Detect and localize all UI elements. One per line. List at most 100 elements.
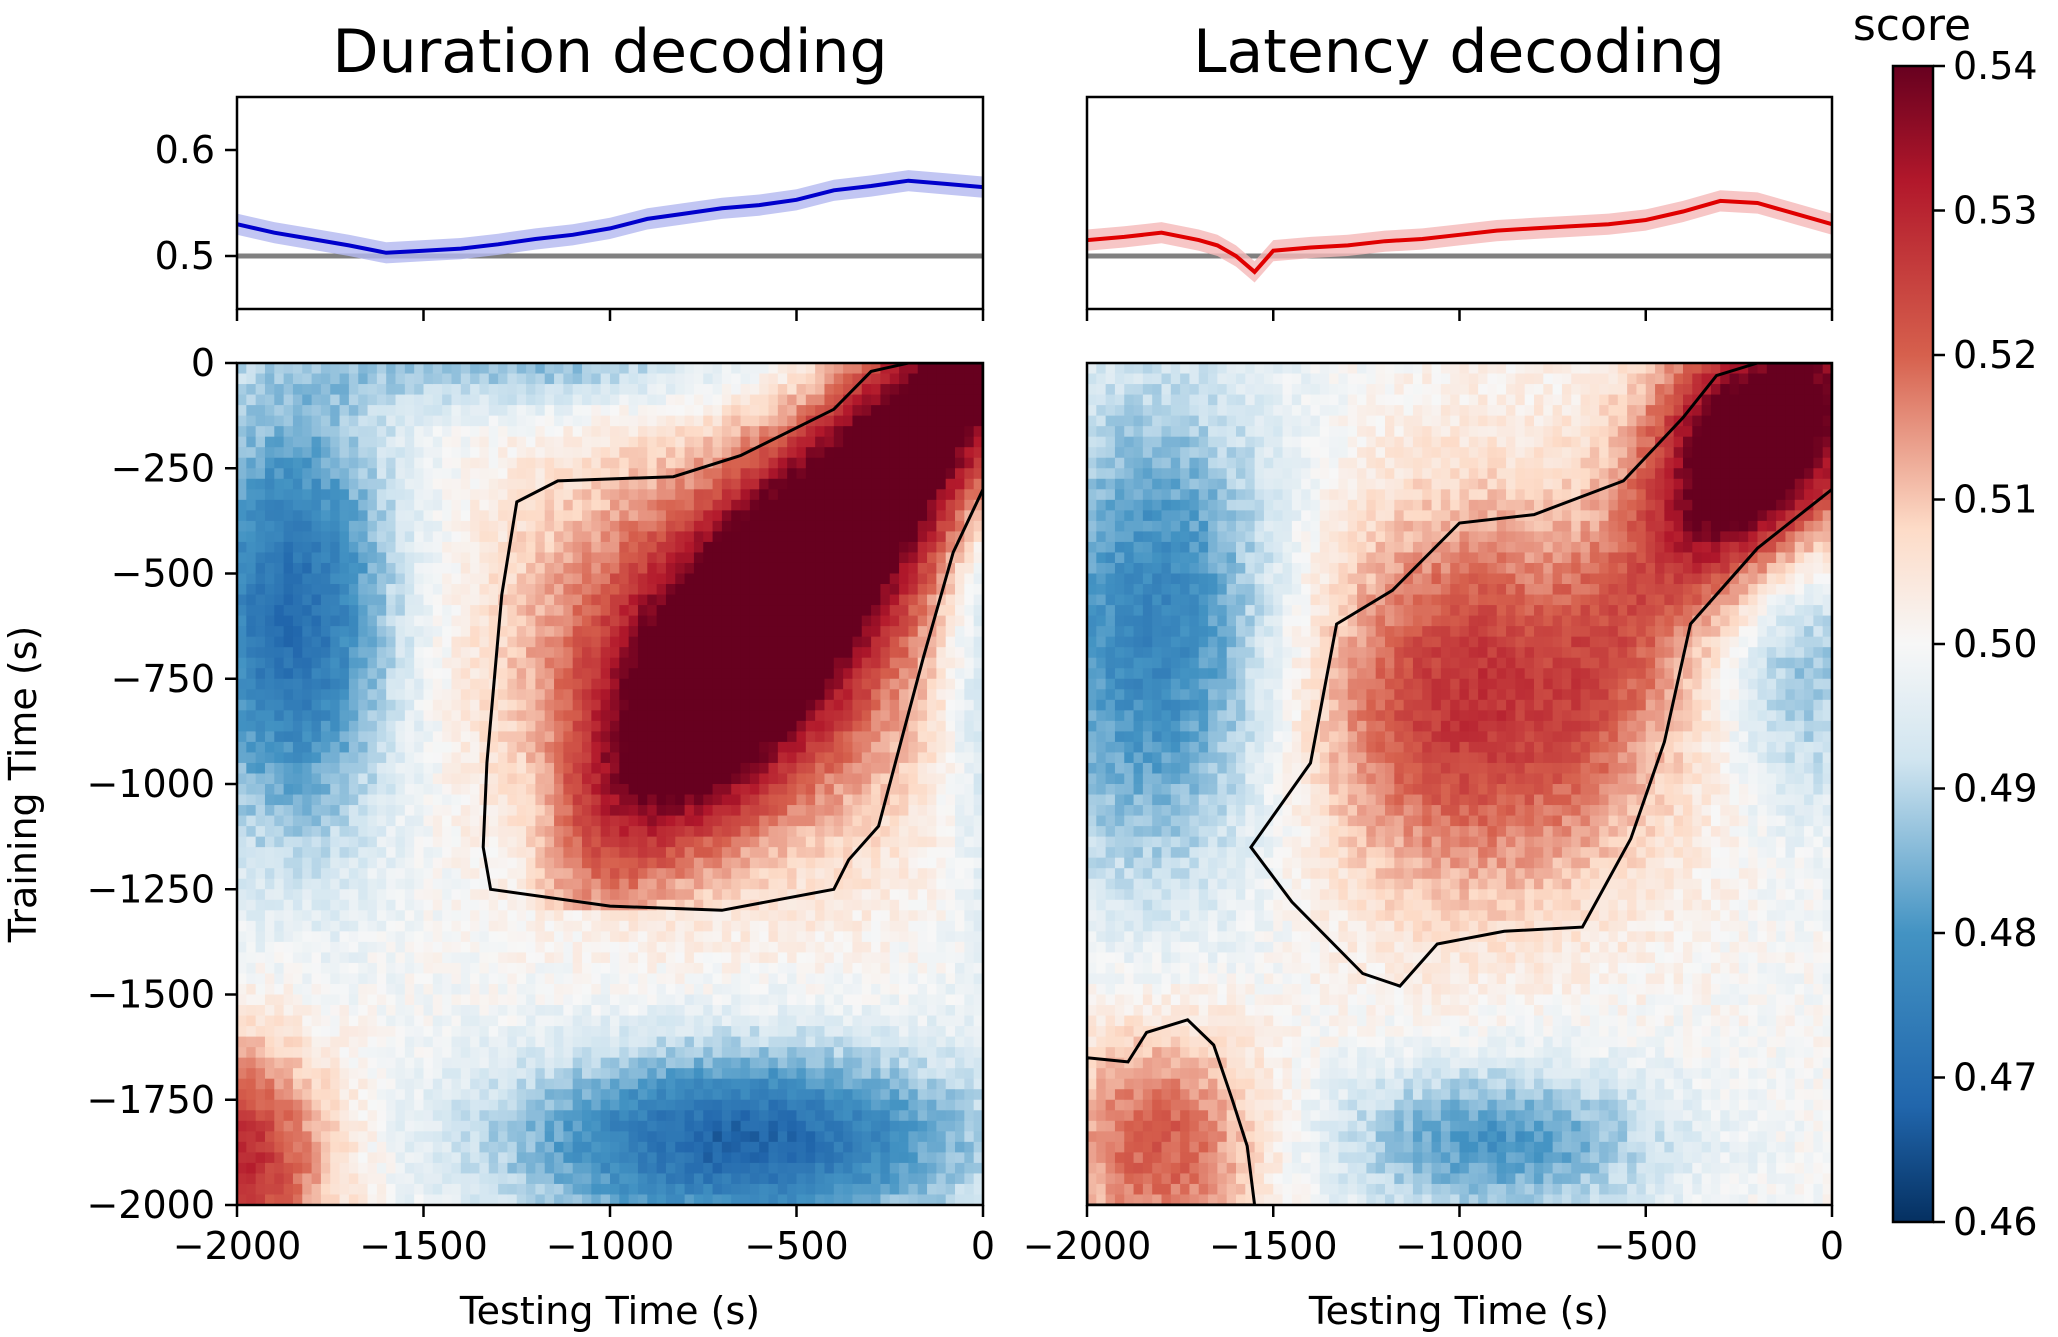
heatmap-cell <box>311 541 322 554</box>
heatmap-cell <box>246 1173 257 1185</box>
heatmap-cell <box>665 1152 676 1164</box>
heatmap-cell <box>619 973 630 985</box>
heatmap-cell <box>488 973 499 985</box>
heatmap-cell <box>386 962 397 975</box>
heatmap-cell <box>348 762 359 775</box>
heatmap-cell <box>516 815 527 827</box>
heatmap-cell <box>591 773 602 785</box>
heatmap-cell <box>292 531 303 543</box>
heatmap-cell <box>628 1078 639 1090</box>
heatmap-cell <box>442 394 453 406</box>
heatmap-cell <box>591 1162 602 1175</box>
heatmap-cell <box>264 626 275 638</box>
heatmap-cell <box>395 615 406 627</box>
heatmap-cell <box>358 741 369 754</box>
heatmap-cell <box>516 394 527 406</box>
heatmap-cell <box>544 815 555 827</box>
heatmap-cell <box>712 731 723 743</box>
heatmap-cell <box>479 920 490 932</box>
heatmap-cell <box>498 657 509 669</box>
heatmap-cell <box>264 552 275 564</box>
heatmap-cell <box>572 1131 583 1143</box>
heatmap-cell <box>339 499 350 511</box>
heatmap-cell <box>703 1110 714 1122</box>
heatmap-cell <box>358 478 369 490</box>
heatmap-cell <box>237 605 247 617</box>
heatmap-cell <box>805 541 816 554</box>
heatmap-cell <box>703 436 714 448</box>
heatmap-cell <box>367 983 378 996</box>
heatmap-cell <box>628 1173 639 1185</box>
heatmap-cell <box>283 1110 294 1122</box>
heatmap-cell <box>665 573 676 585</box>
heatmap-cell <box>246 868 257 880</box>
heatmap-cell <box>376 499 387 511</box>
heatmap-cell <box>367 1120 378 1132</box>
heatmap-cell <box>451 447 462 459</box>
heatmap-cell <box>479 531 490 543</box>
heatmap-cell <box>600 626 611 638</box>
heatmap-cell <box>264 1036 275 1048</box>
heatmap-cell <box>488 941 499 954</box>
heatmap-cell <box>386 436 397 448</box>
heatmap-cell <box>600 531 611 543</box>
heatmap-cell <box>628 899 639 911</box>
heatmap-cell <box>535 1047 546 1059</box>
heatmap-cell <box>283 878 294 890</box>
heatmap-cell <box>749 1120 760 1132</box>
heatmap-cell <box>582 573 592 585</box>
heatmap-cell <box>600 857 611 869</box>
heatmap-cell <box>237 815 247 827</box>
heatmap-cell <box>395 889 406 901</box>
heatmap-cell <box>665 910 676 922</box>
heatmap-cell <box>246 489 257 501</box>
heatmap-cell <box>460 826 471 838</box>
heatmap-cell <box>647 520 658 533</box>
heatmap-cell <box>302 520 313 533</box>
heatmap-cell <box>787 520 798 533</box>
heatmap-cell <box>796 1131 807 1143</box>
heatmap-cell <box>777 636 788 648</box>
heatmap-cell <box>348 941 359 954</box>
heatmap-cell <box>442 941 453 954</box>
heatmap-cell <box>703 710 714 722</box>
heatmap-cell <box>777 1194 788 1205</box>
heatmap-cell <box>386 805 397 817</box>
heatmap-cell <box>749 1194 760 1205</box>
heatmap-cell <box>507 562 518 575</box>
heatmap-cell <box>693 384 704 396</box>
heatmap-cell <box>516 520 527 533</box>
heatmap-cell <box>237 920 247 932</box>
heatmap-cell <box>544 1078 555 1090</box>
heatmap-cell <box>554 1015 564 1027</box>
heatmap-cell <box>330 1099 341 1111</box>
heatmap-cell <box>684 1131 695 1143</box>
heatmap-cell <box>274 1026 285 1038</box>
heatmap-cell <box>292 373 303 385</box>
heatmap-cell <box>516 699 527 711</box>
heatmap-cell <box>647 1068 658 1080</box>
heatmap-cell <box>637 363 648 375</box>
heatmap-cell <box>591 1005 602 1017</box>
heatmap-cell <box>563 626 574 638</box>
heatmap-cell <box>703 699 714 711</box>
heatmap-cell <box>330 478 341 490</box>
heatmap-cell <box>451 1152 462 1164</box>
heatmap-cell <box>544 720 555 732</box>
heatmap-cell <box>693 573 704 585</box>
heatmap-cell <box>255 899 266 911</box>
heatmap-cell <box>805 815 816 827</box>
heatmap-cell <box>451 405 462 417</box>
heatmap-cell <box>516 741 527 754</box>
heatmap-cell <box>675 994 686 1006</box>
heatmap-cell <box>348 415 359 427</box>
heatmap-cell <box>600 1173 611 1185</box>
heatmap-cell <box>358 962 369 975</box>
heatmap-cell <box>647 605 658 617</box>
heatmap-cell <box>423 752 434 764</box>
heatmap-cell <box>787 1099 798 1111</box>
heatmap-cell <box>554 1110 564 1122</box>
heatmap-cell <box>516 626 527 638</box>
heatmap-cell <box>777 520 788 533</box>
heatmap-cell <box>600 1026 611 1038</box>
